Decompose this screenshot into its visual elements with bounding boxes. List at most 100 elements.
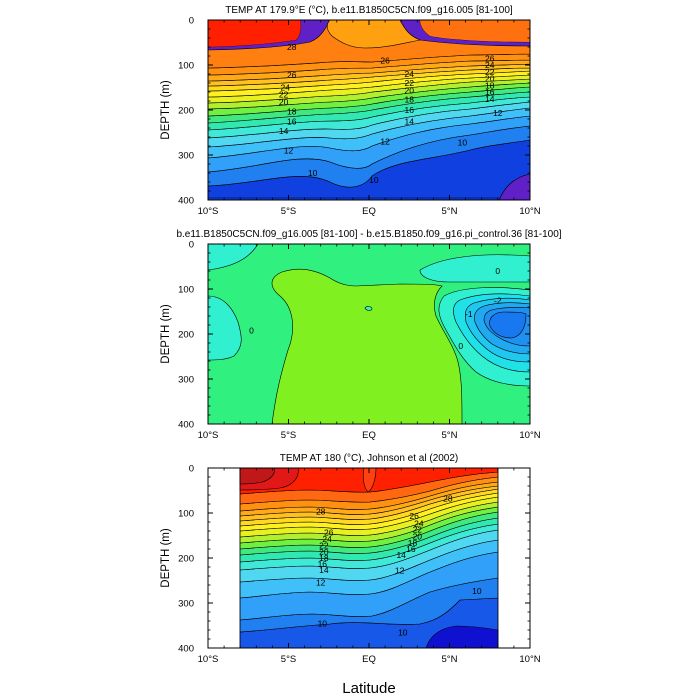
contour-label: 14	[485, 94, 495, 104]
contour-label: 20	[319, 547, 329, 557]
panel-middle-contour-labels: 0 0 -2 -1 0	[249, 266, 502, 351]
contour-label: 20	[413, 531, 423, 541]
contour-label: 20	[485, 74, 495, 84]
panel-bottom-y-ticks: 0 100 200 300 400	[178, 464, 530, 655]
panel-bottom-contour-field	[208, 468, 530, 648]
contour-label: 14	[279, 126, 289, 136]
contour-label: 24	[281, 83, 291, 93]
contour-label: 22	[485, 67, 495, 77]
contour-label: 18	[287, 106, 297, 116]
x-tick-label: EQ	[362, 206, 376, 217]
panel-top-x-ticks: 10°S 5°S EQ 5°N 10°N	[198, 20, 541, 217]
y-tick-label: 0	[189, 464, 194, 475]
contour-label: 20	[279, 97, 289, 107]
panel-bottom-x-ticks: 10°S 5°S EQ 5°N 10°N	[198, 468, 541, 665]
contour-label: -2	[494, 295, 502, 305]
contour-label: 26	[287, 70, 297, 80]
y-tick-label: 200	[178, 106, 194, 117]
x-tick-label: 5°S	[281, 654, 296, 665]
panel-top-contour-field	[208, 20, 530, 200]
y-tick-label: 200	[178, 554, 194, 565]
panel-bottom-y-axis-title: DEPTH (m)	[160, 528, 172, 588]
y-tick-label: 200	[178, 330, 194, 341]
fill-band-neg-center-dot	[364, 306, 373, 311]
contour-label: 26	[409, 511, 419, 521]
contour-label: 28	[287, 42, 297, 52]
y-tick-label: 400	[178, 420, 194, 431]
y-tick-label: 400	[178, 644, 194, 655]
panel-top-contour-labels: 2826242220181614121026242220181614121026…	[279, 42, 503, 185]
y-tick-label: 0	[189, 16, 194, 27]
y-tick-label: 400	[178, 196, 194, 207]
panel-middle: b.e11.B1850C5CN.f09_g16.005 [81-100] - b…	[160, 229, 562, 441]
contour-label: 10	[308, 168, 318, 178]
contour-label: 26	[485, 53, 495, 63]
fill-band-warm-core	[326, 20, 422, 49]
y-tick-label: 300	[178, 151, 194, 162]
contour-label: 14	[405, 116, 415, 126]
panel-middle-x-ticks: 10°S 5°S EQ 5°N 10°N	[198, 244, 541, 441]
contour-label: 16	[318, 559, 328, 569]
contour-label: 26	[380, 56, 390, 66]
contour-label: 14	[319, 565, 329, 575]
x-tick-label: 5°N	[442, 430, 458, 441]
contour-label: 28	[316, 507, 326, 517]
contour-label: 24	[322, 534, 332, 544]
contour-label: 22	[405, 78, 415, 88]
y-tick-label: 100	[178, 509, 194, 520]
x-tick-label: 10°S	[198, 654, 219, 665]
contour-label: 12	[380, 137, 390, 147]
x-tick-label: 10°S	[198, 430, 219, 441]
y-tick-label: 300	[178, 599, 194, 610]
fill-band-28-right	[420, 20, 530, 42]
contour-label: 12	[284, 146, 294, 156]
contour-label: 10	[458, 137, 468, 147]
fill-band-neg-left	[208, 295, 242, 361]
x-axis-title: Latitude	[342, 680, 395, 697]
panel-middle-contour-field	[208, 244, 530, 424]
panel-bottom-contour-labels: 2826242220181614121028262422201816141210…	[316, 494, 482, 638]
x-tick-label: EQ	[362, 430, 376, 441]
contour-label: 0	[458, 341, 463, 351]
contour-label: 18	[408, 538, 418, 548]
contour-label: 24	[485, 60, 495, 70]
panel-top-y-axis-title: DEPTH (m)	[160, 80, 172, 140]
panel-bottom-title: TEMP AT 180 (°C), Johnson et al (2002)	[280, 453, 459, 464]
fill-band-28-eq	[362, 468, 377, 493]
contour-label: 12	[316, 577, 326, 587]
x-tick-label: 10°N	[519, 206, 540, 217]
fill-band-neg-right-top	[419, 254, 530, 283]
contour-label: 22	[279, 90, 289, 100]
contour-label: 24	[414, 518, 424, 528]
x-tick-label: 5°S	[281, 430, 296, 441]
y-tick-label: 0	[189, 240, 194, 251]
x-tick-label: 10°S	[198, 206, 219, 217]
x-tick-label: 10°N	[519, 654, 540, 665]
x-tick-label: 5°N	[442, 654, 458, 665]
panel-top: TEMP AT 179.9°E (°C), b.e11.B1850C5CN.f0…	[160, 5, 541, 217]
contour-label: 18	[485, 80, 495, 90]
y-tick-label: 300	[178, 375, 194, 386]
contour-label: 18	[319, 553, 329, 563]
contour-label: 22	[413, 525, 423, 535]
x-tick-label: EQ	[362, 654, 376, 665]
contour-label: 16	[485, 87, 495, 97]
panel-top-y-ticks: 0 100 200 300 400	[178, 16, 530, 207]
panel-middle-axes: 10°S 5°S EQ 5°N 10°N 0 100 200 300 400 DEPTH (m)	[160, 240, 541, 442]
contour-label: 0	[249, 325, 254, 335]
contour-label: 18	[405, 95, 415, 105]
contour-label: 16	[405, 105, 415, 115]
fill-band-pos-center	[271, 268, 463, 424]
x-tick-label: 5°S	[281, 206, 296, 217]
contour-label: 10	[472, 586, 482, 596]
contour-label: 10	[398, 627, 408, 637]
fill-band-8-corner	[499, 173, 530, 200]
contour-label: 24	[405, 69, 415, 79]
panel-middle-y-ticks: 0 100 200 300 400	[178, 240, 530, 431]
contour-label: 22	[319, 540, 329, 550]
contour-label: 26	[324, 527, 334, 537]
contour-label: 16	[287, 116, 297, 126]
fill-band-28	[208, 20, 301, 47]
contour-label: 0	[495, 266, 500, 276]
